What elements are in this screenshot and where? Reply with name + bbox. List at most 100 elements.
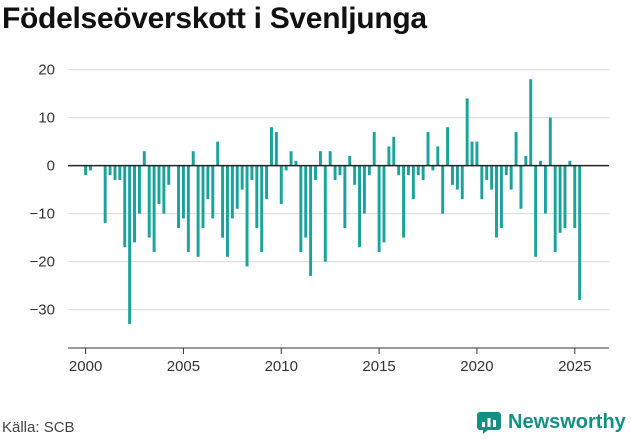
bar bbox=[470, 141, 474, 166]
y-tick-label: −20 bbox=[30, 254, 55, 271]
bar bbox=[338, 165, 342, 176]
bar bbox=[225, 165, 229, 257]
bar bbox=[328, 151, 332, 166]
bar bbox=[455, 165, 459, 190]
bar bbox=[397, 165, 401, 176]
x-tick-label: 2015 bbox=[362, 358, 395, 375]
bar bbox=[573, 165, 577, 228]
bar bbox=[548, 117, 552, 166]
x-tick-label: 2010 bbox=[265, 358, 298, 375]
bar bbox=[299, 165, 303, 252]
y-tick-label: 10 bbox=[38, 110, 55, 127]
bars bbox=[84, 79, 582, 324]
bar bbox=[563, 165, 567, 228]
bar bbox=[499, 165, 503, 228]
bar bbox=[372, 132, 376, 166]
bar bbox=[333, 165, 337, 180]
bar bbox=[255, 165, 259, 228]
bar bbox=[162, 165, 166, 214]
bar bbox=[309, 165, 313, 276]
bar bbox=[377, 165, 381, 252]
bar bbox=[362, 165, 366, 214]
y-tick-label: −10 bbox=[30, 206, 55, 223]
bar bbox=[514, 132, 518, 166]
bar bbox=[201, 165, 205, 228]
bar bbox=[108, 165, 112, 176]
bar bbox=[235, 165, 239, 209]
bar bbox=[240, 165, 244, 190]
bar bbox=[221, 165, 225, 238]
bar bbox=[348, 156, 352, 166]
bar bbox=[431, 165, 435, 171]
bar bbox=[519, 165, 523, 209]
bar bbox=[475, 141, 479, 166]
bar bbox=[181, 165, 185, 219]
bar bbox=[279, 165, 283, 204]
page-title: Födelseöverskott i Svenljunga bbox=[2, 2, 427, 35]
bar bbox=[539, 160, 542, 166]
x-tick-label: 2025 bbox=[558, 358, 591, 375]
bar bbox=[358, 165, 362, 248]
x-tick-label: 2020 bbox=[460, 358, 493, 375]
bar bbox=[446, 127, 450, 166]
bar bbox=[411, 165, 415, 200]
bar bbox=[265, 165, 269, 200]
bar bbox=[250, 165, 254, 180]
bar bbox=[387, 146, 391, 166]
bar bbox=[416, 165, 420, 176]
newsworthy-logo-icon bbox=[477, 412, 501, 434]
bar bbox=[191, 151, 195, 166]
source-label: Källa: SCB bbox=[2, 419, 75, 436]
bar bbox=[534, 165, 538, 257]
bar bbox=[529, 79, 533, 166]
bar bbox=[211, 165, 215, 219]
brand-name: Newsworthy bbox=[508, 410, 626, 433]
bar bbox=[103, 165, 107, 224]
bar bbox=[84, 165, 88, 176]
bar bbox=[490, 165, 494, 190]
bar bbox=[495, 165, 498, 238]
bar bbox=[157, 165, 161, 204]
bar bbox=[578, 165, 582, 300]
brand-logo[interactable]: Newsworthy bbox=[476, 409, 626, 435]
bar bbox=[426, 132, 430, 166]
bar bbox=[304, 165, 308, 238]
bar bbox=[177, 165, 181, 228]
bar bbox=[128, 165, 132, 324]
bar bbox=[230, 165, 234, 219]
bar bbox=[318, 151, 322, 166]
bar bbox=[451, 165, 454, 185]
bar bbox=[260, 165, 264, 252]
bar bbox=[323, 165, 327, 262]
bar bbox=[406, 165, 410, 176]
bar bbox=[123, 165, 127, 248]
bar bbox=[289, 151, 293, 166]
x-tick-label: 2005 bbox=[167, 358, 200, 375]
grid-lines bbox=[68, 69, 609, 311]
bar bbox=[196, 165, 200, 257]
bar bbox=[524, 156, 528, 166]
bar bbox=[186, 165, 190, 252]
bar bbox=[147, 165, 151, 238]
bar bbox=[509, 165, 513, 190]
bar bbox=[367, 165, 371, 176]
bar bbox=[245, 165, 249, 267]
bar bbox=[465, 98, 469, 166]
bar bbox=[216, 141, 220, 166]
bar bbox=[343, 165, 347, 228]
y-tick-label: 20 bbox=[38, 62, 55, 79]
bar bbox=[167, 165, 171, 185]
bar bbox=[137, 165, 141, 214]
bar bbox=[152, 165, 156, 252]
bar bbox=[274, 132, 278, 166]
bar bbox=[142, 151, 146, 166]
y-tick-label: 0 bbox=[47, 158, 55, 175]
bar bbox=[402, 165, 406, 238]
bar bbox=[382, 165, 386, 243]
bar bbox=[558, 165, 562, 233]
bar bbox=[504, 165, 508, 176]
bar bbox=[294, 160, 298, 166]
bar bbox=[118, 165, 122, 180]
